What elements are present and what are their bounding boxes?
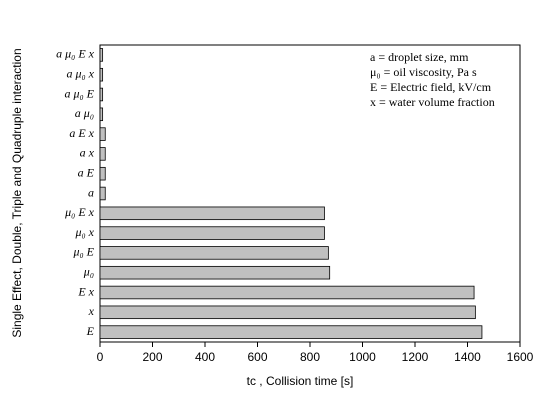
bar bbox=[99, 67, 104, 82]
bar bbox=[99, 127, 106, 141]
bar bbox=[99, 87, 104, 102]
bar bbox=[99, 305, 476, 320]
legend-note: E = Electric field, kV/cm bbox=[370, 80, 492, 94]
bar bbox=[99, 166, 106, 181]
y-tick-label: a E bbox=[78, 165, 95, 179]
x-tick-label: 1200 bbox=[402, 350, 429, 364]
x-tick-label: 1000 bbox=[349, 350, 376, 364]
legend-note: x = water volume fraction bbox=[370, 95, 495, 109]
y-tick-label: x bbox=[88, 304, 95, 318]
bar bbox=[99, 285, 475, 300]
y-tick-label: a bbox=[88, 185, 94, 199]
x-tick-label: 600 bbox=[247, 350, 267, 364]
y-tick-label: a μ₀ E bbox=[64, 86, 94, 100]
bar bbox=[99, 265, 331, 280]
bar bbox=[99, 186, 106, 201]
y-tick-label: μ₀ x bbox=[74, 225, 94, 239]
y-tick-label: a μ₀ x bbox=[66, 66, 94, 80]
y-tick-label: a x bbox=[80, 146, 95, 160]
bar bbox=[99, 107, 104, 122]
y-tick-label: a μ₀ E x bbox=[56, 47, 95, 61]
x-tick-label: 1400 bbox=[454, 350, 481, 364]
y-tick-label: E bbox=[86, 324, 95, 338]
bar bbox=[99, 206, 325, 221]
y-tick-label: a μ₀ bbox=[75, 106, 94, 120]
bar bbox=[99, 246, 329, 260]
bar bbox=[99, 147, 106, 161]
y-tick-label: E x bbox=[77, 284, 94, 298]
y-tick-label: a E x bbox=[69, 126, 94, 140]
y-tick-label: μ₀ E bbox=[72, 245, 94, 259]
x-tick-label: 800 bbox=[300, 350, 320, 364]
legend-note: μ₀ = oil viscosity, Pa s bbox=[370, 65, 477, 79]
x-tick-label: 0 bbox=[97, 350, 104, 364]
bar bbox=[99, 226, 325, 240]
y-tick-label: μ₀ E x bbox=[64, 205, 95, 219]
bar bbox=[99, 325, 483, 339]
bar bbox=[99, 48, 104, 62]
x-tick-label: 400 bbox=[195, 350, 215, 364]
x-tick-label: 1600 bbox=[507, 350, 534, 364]
y-tick-label: μ₀ bbox=[83, 264, 94, 278]
x-tick-label: 200 bbox=[142, 350, 162, 364]
legend-note: a = droplet size, mm bbox=[370, 50, 469, 64]
y-axis-label: Single Effect, Double, Triple and Quadru… bbox=[10, 48, 24, 337]
x-axis-label: tc , Collision time [s] bbox=[247, 374, 354, 388]
